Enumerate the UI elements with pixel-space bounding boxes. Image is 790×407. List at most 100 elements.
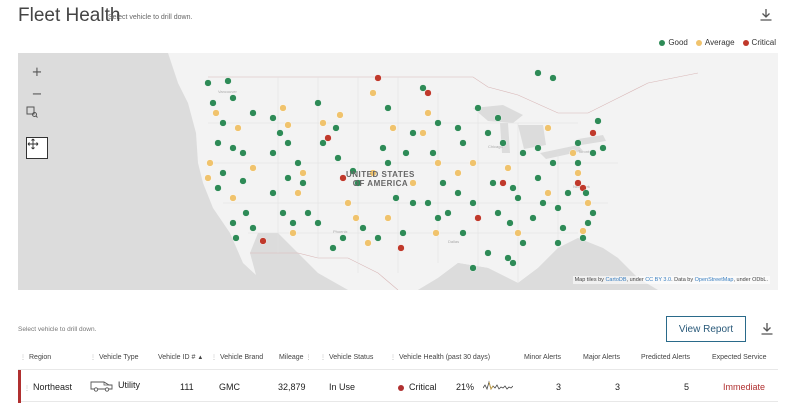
vehicle-marker[interactable] <box>339 174 347 182</box>
vehicle-marker[interactable] <box>434 159 442 167</box>
col-vehicle-brand[interactable]: ⋮ Vehicle Brand <box>211 354 264 361</box>
vehicle-marker[interactable] <box>599 144 607 152</box>
vehicle-marker[interactable] <box>384 104 392 112</box>
vehicle-marker[interactable] <box>419 84 427 92</box>
vehicle-marker[interactable] <box>344 199 352 207</box>
vehicle-marker[interactable] <box>499 139 507 147</box>
vehicle-marker[interactable] <box>214 139 222 147</box>
vehicle-marker[interactable] <box>419 129 427 137</box>
vehicle-marker[interactable] <box>494 209 502 217</box>
col-major-alerts[interactable]: Major Alerts <box>583 354 620 361</box>
vehicle-marker[interactable] <box>514 229 522 237</box>
vehicle-marker[interactable] <box>319 119 327 127</box>
vehicle-marker[interactable] <box>574 139 582 147</box>
vehicle-marker[interactable] <box>554 204 562 212</box>
vehicle-marker[interactable] <box>529 214 537 222</box>
legend-good[interactable]: Good <box>659 38 688 47</box>
vehicle-marker[interactable] <box>219 169 227 177</box>
vehicle-marker[interactable] <box>397 244 405 252</box>
table-row[interactable]: ⋮ Northeast Utility 111 GMC 32,879 In Use… <box>18 369 778 403</box>
vehicle-marker[interactable] <box>242 209 250 217</box>
vehicle-marker[interactable] <box>534 144 542 152</box>
vehicle-marker[interactable] <box>234 124 242 132</box>
vehicle-marker[interactable] <box>454 169 462 177</box>
vehicle-marker[interactable] <box>339 234 347 242</box>
vehicle-marker[interactable] <box>439 179 447 187</box>
vehicle-marker[interactable] <box>484 249 492 257</box>
vehicle-marker[interactable] <box>204 79 212 87</box>
col-vehicle-id[interactable]: Vehicle ID # ▲ <box>158 354 204 361</box>
vehicle-marker[interactable] <box>249 164 257 172</box>
vehicle-marker[interactable] <box>206 159 214 167</box>
vehicle-marker[interactable] <box>229 144 237 152</box>
vehicle-marker[interactable] <box>204 174 212 182</box>
col-vehicle-status[interactable]: ⋮ Vehicle Status <box>320 354 374 361</box>
vehicle-marker[interactable] <box>539 199 547 207</box>
vehicle-marker[interactable] <box>554 239 562 247</box>
vehicle-marker[interactable] <box>544 124 552 132</box>
vehicle-marker[interactable] <box>534 174 542 182</box>
vehicle-marker[interactable] <box>374 234 382 242</box>
vehicle-marker[interactable] <box>249 224 257 232</box>
vehicle-marker[interactable] <box>299 169 307 177</box>
vehicle-marker[interactable] <box>589 149 597 157</box>
vehicle-marker[interactable] <box>409 199 417 207</box>
zoom-in-button[interactable]: + <box>26 61 48 83</box>
vehicle-marker[interactable] <box>374 74 382 82</box>
col-vehicle-type[interactable]: ⋮ Vehicle Type <box>90 354 139 361</box>
cartodb-link[interactable]: CartoDB <box>605 277 627 283</box>
vehicle-marker[interactable] <box>239 149 247 157</box>
vehicle-marker[interactable] <box>259 237 267 245</box>
vehicle-marker[interactable] <box>289 219 297 227</box>
vehicle-marker[interactable] <box>332 124 340 132</box>
vehicle-marker[interactable] <box>284 174 292 182</box>
download-icon[interactable] <box>757 6 775 24</box>
vehicle-marker[interactable] <box>384 214 392 222</box>
vehicle-marker[interactable] <box>269 149 277 157</box>
vehicle-marker[interactable] <box>214 184 222 192</box>
cc-by-link[interactable]: CC BY 3.0 <box>645 277 672 283</box>
col-expected-service[interactable]: Expected Service <box>712 354 767 361</box>
vehicle-marker[interactable] <box>549 74 557 82</box>
vehicle-marker[interactable] <box>249 109 257 117</box>
vehicle-marker[interactable] <box>589 209 597 217</box>
vehicle-marker[interactable] <box>534 69 542 77</box>
vehicle-marker[interactable] <box>504 254 512 262</box>
vehicle-marker[interactable] <box>369 169 377 177</box>
vehicle-marker[interactable] <box>494 114 502 122</box>
vehicle-marker[interactable] <box>469 199 477 207</box>
vehicle-marker[interactable] <box>299 179 307 187</box>
vehicle-marker[interactable] <box>284 139 292 147</box>
vehicle-marker[interactable] <box>384 159 392 167</box>
vehicle-marker[interactable] <box>294 159 302 167</box>
vehicle-marker[interactable] <box>454 124 462 132</box>
vehicle-marker[interactable] <box>579 227 587 235</box>
vehicle-marker[interactable] <box>294 189 302 197</box>
vehicle-marker[interactable] <box>229 194 237 202</box>
vehicle-marker[interactable] <box>432 229 440 237</box>
vehicle-marker[interactable] <box>509 184 517 192</box>
vehicle-marker[interactable] <box>579 234 587 242</box>
col-minor-alerts[interactable]: Minor Alerts <box>524 354 561 361</box>
vehicle-marker[interactable] <box>424 89 432 97</box>
vehicle-marker[interactable] <box>402 149 410 157</box>
vehicle-marker[interactable] <box>519 149 527 157</box>
download-icon[interactable] <box>758 320 776 338</box>
vehicle-marker[interactable] <box>276 129 284 137</box>
vehicle-marker[interactable] <box>279 209 287 217</box>
vehicle-marker[interactable] <box>582 189 590 197</box>
vehicle-marker[interactable] <box>459 229 467 237</box>
vehicle-marker[interactable] <box>319 139 327 147</box>
view-report-button[interactable]: View Report <box>666 316 746 342</box>
vehicle-marker[interactable] <box>509 259 517 267</box>
vehicle-marker[interactable] <box>484 129 492 137</box>
vehicle-marker[interactable] <box>444 209 452 217</box>
vehicle-marker[interactable] <box>549 159 557 167</box>
vehicle-marker[interactable] <box>409 129 417 137</box>
vehicle-marker[interactable] <box>574 179 582 187</box>
vehicle-marker[interactable] <box>269 114 277 122</box>
col-mileage[interactable]: Mileage ⋮ <box>279 354 312 361</box>
vehicle-marker[interactable] <box>212 109 220 117</box>
vehicle-marker[interactable] <box>392 194 400 202</box>
vehicle-marker[interactable] <box>336 111 344 119</box>
